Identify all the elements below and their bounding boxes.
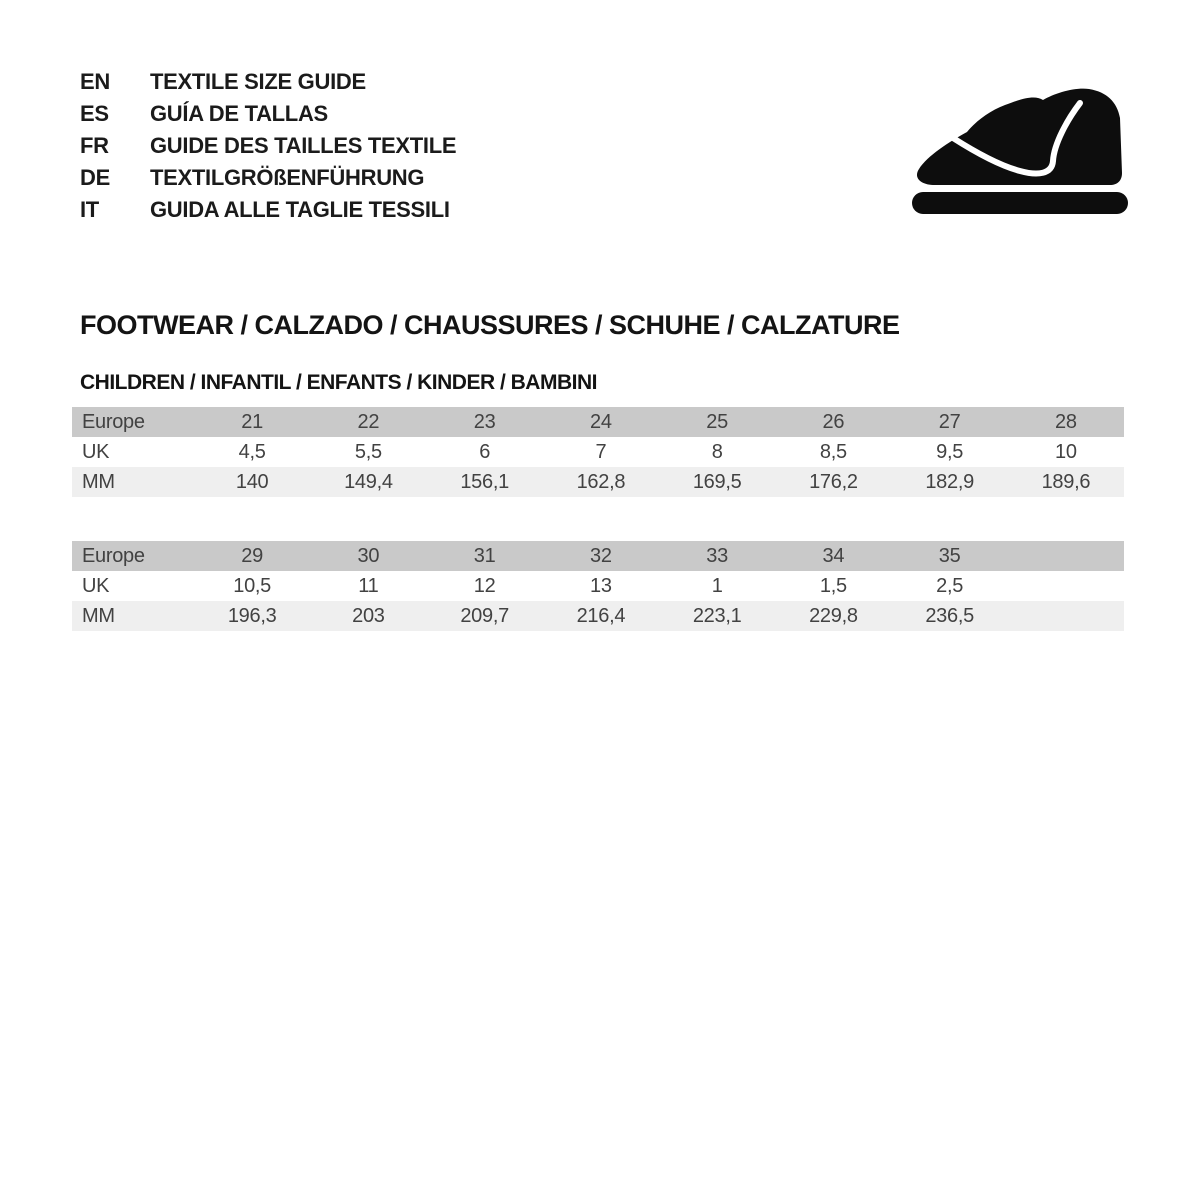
table-row-uk: UK 4,5 5,5 6 7 8 8,5 9,5 10: [72, 437, 1124, 467]
language-code: EN: [80, 69, 110, 94]
size-cell: 10,5: [233, 574, 271, 597]
size-cell: 5,5: [354, 440, 382, 463]
size-cell: 7: [595, 440, 607, 463]
baby-shoe-icon: [905, 82, 1135, 217]
size-cell: 196,3: [227, 604, 277, 627]
size-cell: 229,8: [809, 604, 858, 627]
size-cell: 2,5: [936, 574, 964, 597]
size-cell: 12: [473, 574, 496, 597]
row-label: MM: [82, 604, 115, 627]
size-cell: 236,5: [925, 604, 974, 627]
size-cell: 29: [241, 544, 263, 567]
table-row-uk: UK 10,5 11 12 13 1 1,5 2,5: [72, 571, 1124, 601]
row-label: UK: [82, 574, 110, 597]
size-cell: [1008, 601, 1124, 631]
language-row-es: ES GUÍA DE TALLAS: [80, 98, 456, 130]
language-label: GUÍA DE TALLAS: [150, 101, 328, 126]
size-cell: 8: [711, 440, 723, 463]
size-cell: 140: [235, 470, 269, 493]
section-subtitle: CHILDREN / INFANTIL / ENFANTS / KINDER /…: [80, 371, 597, 394]
table-row-europe: Europe 21 22 23 24 25 26 27 28: [72, 407, 1124, 437]
row-label: Europe: [82, 410, 145, 433]
size-cell: 35: [938, 544, 961, 567]
size-cell: 189,6: [1041, 470, 1091, 493]
table-row-europe: Europe 29 30 31 32 33 34 35: [72, 541, 1124, 571]
language-code: IT: [80, 197, 99, 222]
size-cell: 25: [706, 410, 728, 433]
language-label: GUIDA ALLE TAGLIE TESSILI: [150, 197, 450, 222]
size-cell: 1: [711, 574, 723, 597]
size-cell: 33: [706, 544, 728, 567]
size-cell: 176,2: [809, 470, 858, 493]
size-cell: 27: [938, 410, 961, 433]
size-cell: 209,7: [460, 604, 509, 627]
language-code: FR: [80, 133, 109, 158]
language-label: GUIDE DES TAILLES TEXTILE: [150, 133, 457, 158]
size-cell: 26: [822, 410, 845, 433]
size-cell: 162,8: [576, 470, 626, 493]
size-cell: 10: [1055, 440, 1077, 463]
size-cell: 13: [590, 574, 612, 597]
language-code: ES: [80, 101, 109, 126]
language-label: TEXTILGRÖßENFÜHRUNG: [150, 165, 425, 190]
size-cell: 6: [479, 440, 491, 463]
table-row-mm: MM 140 149,4 156,1 162,8 169,5 176,2 182,9 189,6: [72, 467, 1124, 497]
size-cell: 156,1: [460, 470, 509, 493]
size-cell: 182,9: [925, 470, 974, 493]
row-label: Europe: [82, 544, 145, 567]
size-cell: 23: [473, 410, 496, 433]
table-row-mm: MM 196,3 203 209,7 216,4 223,1 229,8 236,5: [72, 601, 1124, 631]
size-cell: 11: [358, 574, 379, 597]
size-cell: 21: [241, 410, 263, 433]
size-cell: 24: [590, 410, 612, 433]
size-cell: 149,4: [344, 470, 393, 493]
children-size-table-2: Europe 29 30 31 32 33 34 35 UK 10,5 11 12 13 1 1,5 2,5 M…: [72, 541, 1124, 631]
size-cell: 31: [473, 544, 496, 567]
language-code: DE: [80, 165, 110, 190]
size-cell: 4,5: [238, 440, 266, 463]
size-cell: [1008, 571, 1124, 601]
size-cell: 28: [1055, 410, 1077, 433]
language-row-en: EN TEXTILE SIZE GUIDE: [80, 66, 456, 98]
language-list: EN TEXTILE SIZE GUIDE ES GUÍA DE TALLAS FR GU…: [80, 66, 457, 226]
size-cell: [1008, 541, 1124, 571]
language-label: TEXTILE SIZE GUIDE: [150, 69, 366, 94]
children-size-table-1: Europe 21 22 23 24 25 26 27 28 UK 4,5 5,5 6 7 8 8,5 9,5 1…: [72, 407, 1124, 497]
size-cell: 223,1: [692, 604, 742, 627]
row-label: MM: [82, 470, 115, 493]
size-cell: 22: [357, 410, 380, 433]
size-cell: 9,5: [936, 440, 964, 463]
size-cell: 203: [352, 604, 385, 627]
size-cell: 34: [822, 544, 845, 567]
section-title: FOOTWEAR / CALZADO / CHAUSSURES / SCHUHE…: [80, 310, 900, 340]
language-row-it: IT GUIDA ALLE TAGLIE TESSILI: [80, 194, 456, 226]
row-label: UK: [82, 440, 110, 463]
size-cell: 32: [590, 544, 612, 567]
size-cell: 216,4: [576, 604, 626, 627]
size-cell: 30: [357, 544, 380, 567]
size-cell: 8,5: [819, 440, 847, 463]
size-cell: 1,5: [819, 574, 847, 597]
language-row-de: DE TEXTILGRÖßENFÜHRUNG: [80, 162, 456, 194]
language-row-fr: FR GUIDE DES TAILLES TEXTILE: [80, 130, 457, 162]
size-cell: 169,5: [692, 470, 742, 493]
